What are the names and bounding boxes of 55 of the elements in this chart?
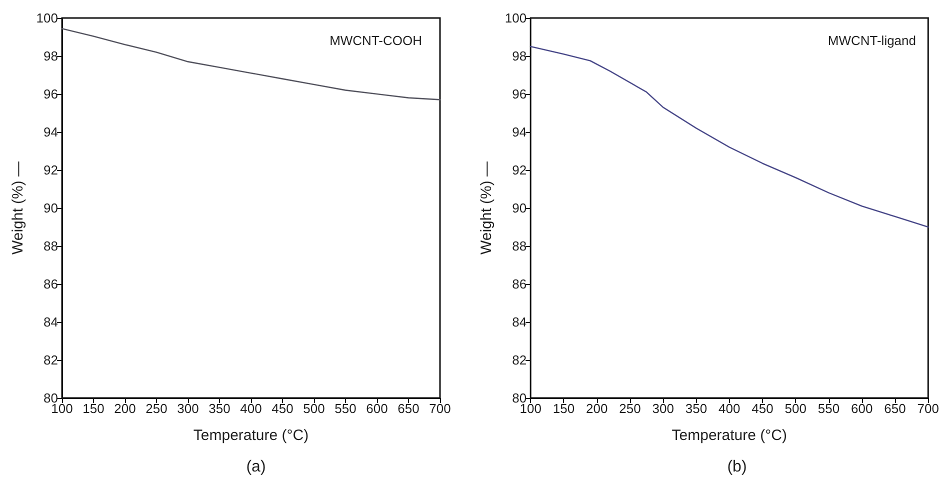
y-tick-label: 98 bbox=[512, 48, 527, 64]
x-tick-label: 300 bbox=[177, 401, 199, 416]
y-tick-label: 88 bbox=[512, 238, 527, 254]
x-tick-label: 300 bbox=[652, 401, 674, 416]
y-tick-label: 98 bbox=[44, 48, 58, 64]
x-tick-label: 150 bbox=[82, 401, 104, 416]
x-tick-label: 500 bbox=[303, 401, 325, 416]
y-axis-title: Weight (%) — bbox=[9, 161, 26, 255]
text: (a) bbox=[246, 458, 266, 476]
y-tick-label: 82 bbox=[512, 352, 527, 368]
y-tick-label: 90 bbox=[512, 200, 527, 216]
x-tick-label: 550 bbox=[334, 401, 356, 416]
x-tick-label: 650 bbox=[398, 401, 420, 416]
x-tick-label: 200 bbox=[114, 401, 136, 416]
x-tick-label: 150 bbox=[552, 401, 575, 416]
y-tick-label: 96 bbox=[44, 86, 58, 102]
x-tick-label: 400 bbox=[718, 401, 740, 416]
annotation: MWCNT-COOH bbox=[330, 33, 422, 48]
y-tick-label: 100 bbox=[504, 10, 527, 26]
y-tick-label: 82 bbox=[44, 352, 58, 368]
x-tick-label: 600 bbox=[851, 401, 873, 416]
line-series bbox=[61, 28, 441, 100]
y-tick-label: 92 bbox=[44, 162, 58, 178]
x-tick-label: 650 bbox=[884, 401, 906, 416]
x-tick-label: 250 bbox=[146, 401, 168, 416]
x-tick-label: 550 bbox=[818, 401, 840, 416]
x-tick-label: 700 bbox=[429, 401, 451, 416]
y-axis-title: Weight (%) — bbox=[478, 161, 495, 255]
x-tick-label: 500 bbox=[784, 401, 806, 416]
x-axis-title: Temperature (°C) bbox=[672, 427, 787, 444]
y-tick-label: 84 bbox=[44, 314, 58, 330]
y-tick-label: 96 bbox=[512, 86, 527, 102]
y-tick-label: 94 bbox=[512, 124, 527, 140]
y-tick-label: 94 bbox=[44, 124, 58, 140]
annotation: MWCNT-ligand bbox=[828, 33, 916, 48]
y-tick-label: 86 bbox=[512, 276, 527, 292]
x-tick-label: 450 bbox=[272, 401, 294, 416]
y-tick-label: 92 bbox=[512, 162, 527, 178]
x-tick-label: 400 bbox=[240, 401, 262, 416]
y-tick-label: 100 bbox=[36, 10, 58, 26]
y-tick-label: 88 bbox=[44, 238, 58, 254]
x-tick-label: 200 bbox=[586, 401, 608, 416]
x-tick-label: 700 bbox=[917, 401, 940, 416]
x-tick-label: 450 bbox=[752, 401, 774, 416]
y-tick-label: 80 bbox=[512, 390, 527, 406]
y-tick-label: 90 bbox=[44, 200, 58, 216]
y-tick-label: 84 bbox=[512, 314, 527, 330]
x-tick-label: 350 bbox=[685, 401, 708, 416]
x-tick-label: 600 bbox=[366, 401, 388, 416]
x-axis-title: Temperature (°C) bbox=[193, 427, 309, 444]
x-tick-label: 350 bbox=[208, 401, 230, 416]
y-tick-label: 80 bbox=[44, 390, 58, 406]
y-tick-label: 86 bbox=[44, 276, 58, 292]
text: (b) bbox=[727, 458, 747, 476]
x-tick-label: 250 bbox=[619, 401, 641, 416]
